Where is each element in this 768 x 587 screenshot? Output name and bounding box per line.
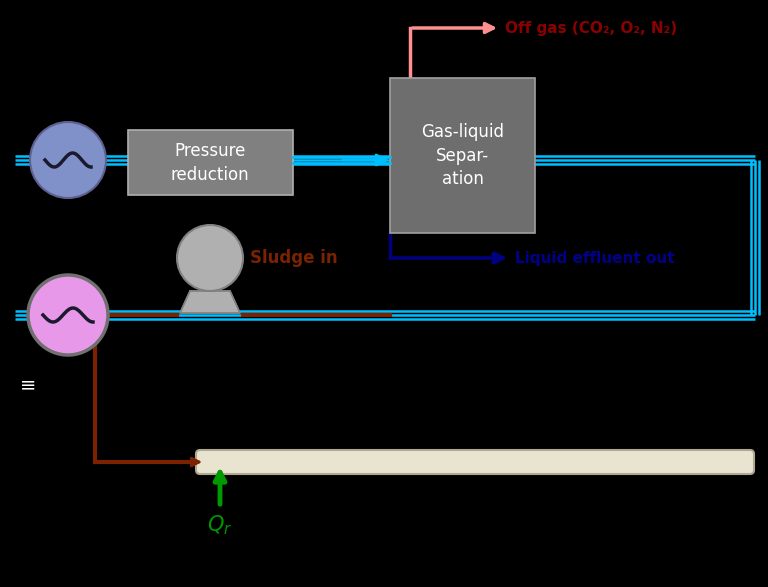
Text: Sludge in: Sludge in	[250, 249, 338, 267]
Text: Off gas (CO₂, O₂, N₂): Off gas (CO₂, O₂, N₂)	[505, 21, 677, 35]
Text: $Q_r$: $Q_r$	[207, 513, 233, 537]
Circle shape	[28, 275, 108, 355]
Text: Gas-liquid
Separ-
ation: Gas-liquid Separ- ation	[421, 123, 504, 188]
FancyBboxPatch shape	[390, 78, 535, 233]
Text: Pressure
reduction: Pressure reduction	[170, 142, 250, 184]
Polygon shape	[180, 291, 240, 313]
Text: ≡: ≡	[20, 376, 36, 394]
Text: Liquid effluent out: Liquid effluent out	[515, 251, 674, 265]
Circle shape	[177, 225, 243, 291]
Circle shape	[30, 122, 106, 198]
FancyBboxPatch shape	[128, 130, 293, 195]
FancyBboxPatch shape	[196, 450, 754, 474]
